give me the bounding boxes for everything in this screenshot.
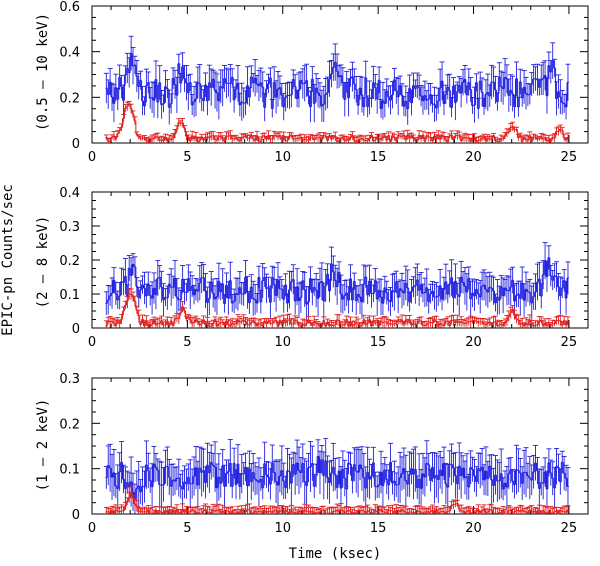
- panel-hard-band: (2 – 8 keV) 0 5 10 15 20 25 0 0.1 0.2 0.3 0.4: [35, 186, 589, 350]
- y-tick-label: 0.6: [59, 0, 80, 15]
- y-tick-label: 0.3: [59, 372, 80, 387]
- y-tick-label: 0: [72, 322, 80, 337]
- x-tick-label: 10: [274, 150, 291, 165]
- panel-hard-band-frame: [91, 191, 589, 329]
- y-tick-label: 0.4: [59, 186, 80, 201]
- x-tick-label: 20: [465, 521, 482, 536]
- panel-soft-band: (1 – 2 keV) 0 5 10 15 20 25 0 0.1 0.2 0.3: [35, 372, 589, 536]
- y-tick-label: 0.1: [59, 463, 80, 478]
- series-source: [103, 438, 571, 514]
- series-source: [103, 242, 571, 322]
- x-tick-label: 10: [274, 521, 291, 536]
- panel-broadband-ylabel: (0.5 – 10 keV): [35, 13, 51, 131]
- y-tick-label: 0: [72, 137, 80, 152]
- x-tick-label: 0: [88, 521, 96, 536]
- shared-y-axis-label: EPIC-pn Counts/sec: [0, 184, 16, 336]
- y-tick-label: 0.1: [59, 288, 80, 303]
- x-tick-label: 5: [183, 521, 191, 536]
- y-tick-label: 0.2: [59, 254, 80, 269]
- x-tick-label: 5: [183, 335, 191, 350]
- x-tick-label: 10: [274, 335, 291, 350]
- series-background: [103, 287, 571, 328]
- x-tick-label: 15: [370, 521, 387, 536]
- x-tick-label: 0: [88, 335, 96, 350]
- x-tick-label: 5: [183, 150, 191, 165]
- panel-soft-band-frame: [91, 377, 589, 515]
- x-tick-label: 25: [561, 521, 578, 536]
- series-background: [103, 100, 571, 143]
- x-tick-label: 15: [370, 150, 387, 165]
- x-tick-label: 25: [561, 335, 578, 350]
- panel-soft-band-ylabel: (1 – 2 keV): [35, 399, 51, 492]
- x-tick-label: 20: [465, 335, 482, 350]
- panel-hard-band-ylabel: (2 – 8 keV): [35, 216, 51, 309]
- y-tick-label: 0.3: [59, 220, 80, 235]
- y-tick-label: 0.2: [59, 91, 80, 106]
- x-tick-label: 25: [561, 150, 578, 165]
- y-tick-label: 0.4: [59, 46, 80, 61]
- y-tick-label: 0.2: [59, 417, 80, 432]
- y-tick-label: 0: [72, 508, 80, 523]
- x-tick-label: 0: [88, 150, 96, 165]
- panel-broadband: (0.5 – 10 keV) 0 5 10 15 20 25 0 0.2 0.4 0.6: [35, 0, 589, 165]
- x-tick-label: 20: [465, 150, 482, 165]
- shared-x-axis-label: Time (ksec): [289, 546, 382, 562]
- series-source: [103, 35, 571, 125]
- x-tick-label: 15: [370, 335, 387, 350]
